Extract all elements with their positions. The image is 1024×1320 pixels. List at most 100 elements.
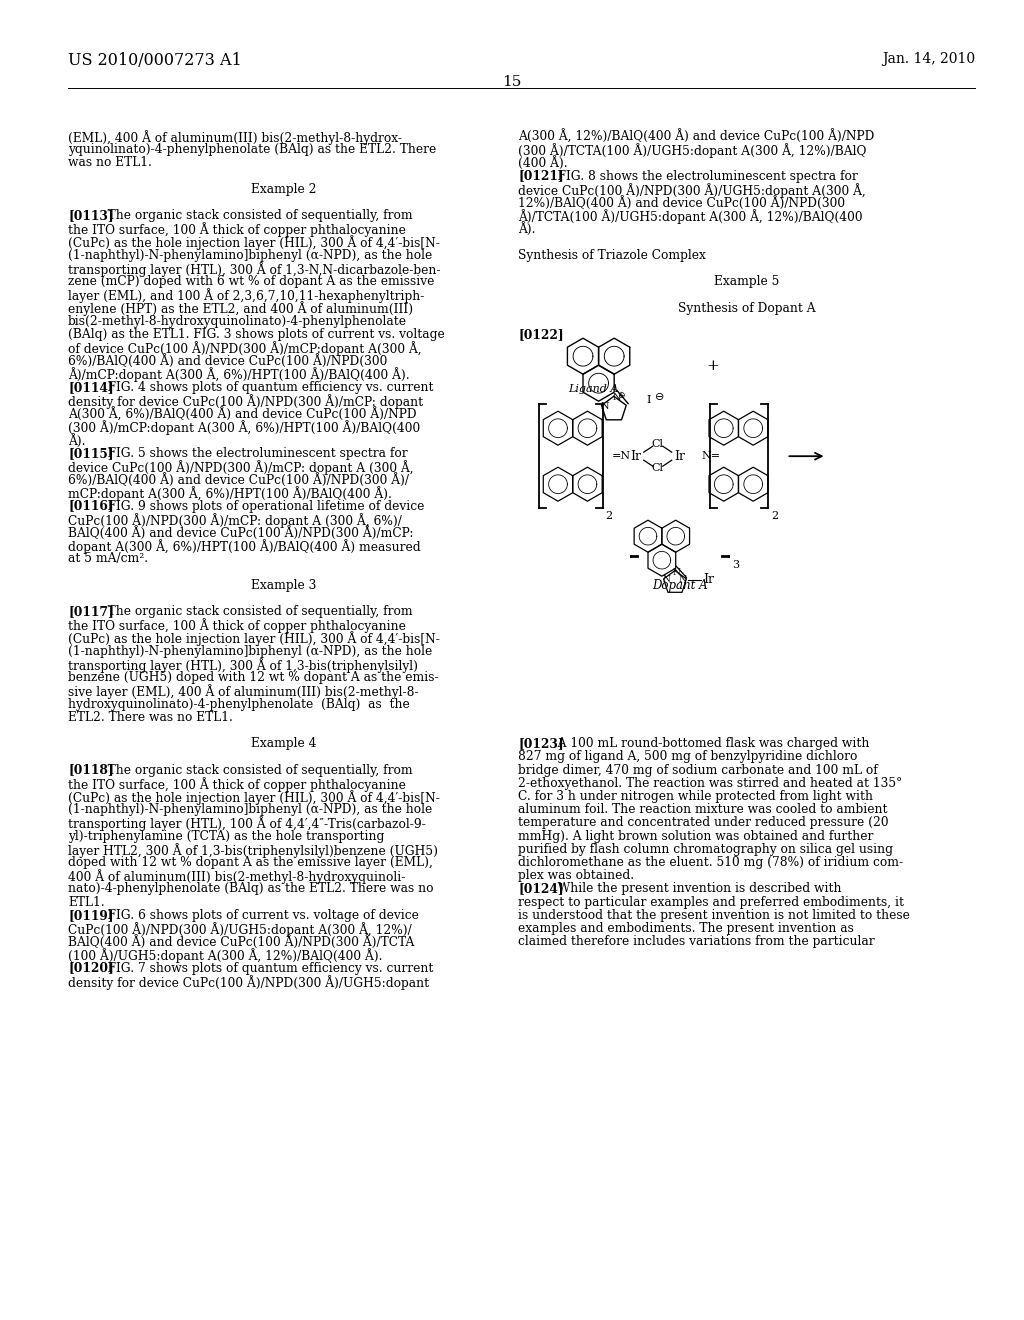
Text: layer HTL2, 300 Å of 1,3-bis(triphenylsilyl)benzene (UGH5): layer HTL2, 300 Å of 1,3-bis(triphenylsi… — [68, 842, 438, 858]
Text: Example 3: Example 3 — [251, 578, 316, 591]
Text: plex was obtained.: plex was obtained. — [518, 869, 634, 882]
Text: +: + — [707, 359, 720, 374]
Text: of device CuPc(100 Å)/NPD(300 Å)/mCP:dopant A(300 Å,: of device CuPc(100 Å)/NPD(300 Å)/mCP:dop… — [68, 341, 422, 356]
Text: =N: =N — [611, 451, 631, 461]
Text: examples and embodiments. The present invention as: examples and embodiments. The present in… — [518, 921, 854, 935]
Text: bis(2-methyl-8-hydroxyquinolinato)-4-phenylphenolate: bis(2-methyl-8-hydroxyquinolinato)-4-phe… — [68, 314, 407, 327]
Text: [0116]: [0116] — [68, 499, 114, 512]
Text: [0113]: [0113] — [68, 209, 114, 222]
Text: FIG. 6 shows plots of current vs. voltage of device: FIG. 6 shows plots of current vs. voltag… — [96, 908, 419, 921]
Text: yquinolinato)-4-phenylphenolate (BAlq) as the ETL2. There: yquinolinato)-4-phenylphenolate (BAlq) a… — [68, 143, 436, 156]
Text: The organic stack consisted of sequentially, from: The organic stack consisted of sequentia… — [96, 605, 413, 618]
Text: hydroxyquinolinato)-4-phenylphenolate  (BAlq)  as  the: hydroxyquinolinato)-4-phenylphenolate (B… — [68, 697, 410, 710]
Text: (CuPc) as the hole injection layer (HIL), 300 Å of 4,4′-bis[N-: (CuPc) as the hole injection layer (HIL)… — [68, 789, 440, 805]
Text: 12%)/BAlQ(400 Å) and device CuPc(100 Å)/NPD(300: 12%)/BAlQ(400 Å) and device CuPc(100 Å)/… — [518, 195, 845, 210]
Text: 827 mg of ligand A, 500 mg of benzylpyridine dichloro: 827 mg of ligand A, 500 mg of benzylpyri… — [518, 750, 857, 763]
Text: doped with 12 wt % dopant A as the emissive layer (EML),: doped with 12 wt % dopant A as the emiss… — [68, 855, 433, 869]
Text: The organic stack consisted of sequentially, from: The organic stack consisted of sequentia… — [96, 209, 413, 222]
Text: yl)-triphenylamine (TCTA) as the hole transporting: yl)-triphenylamine (TCTA) as the hole tr… — [68, 829, 384, 842]
Text: Ir: Ir — [674, 450, 685, 463]
Text: Jan. 14, 2010: Jan. 14, 2010 — [882, 51, 975, 66]
Text: Cl: Cl — [651, 463, 664, 473]
Text: C. for 3 h under nitrogen while protected from light with: C. for 3 h under nitrogen while protecte… — [518, 789, 873, 803]
Text: N: N — [679, 576, 687, 585]
Text: density for device CuPc(100 Å)/NPD(300 Å)/mCP: dopant: density for device CuPc(100 Å)/NPD(300 Å… — [68, 393, 423, 409]
Text: N: N — [663, 576, 671, 585]
Text: (CuPc) as the hole injection layer (HIL), 300 Å of 4,4′-bis[N-: (CuPc) as the hole injection layer (HIL)… — [68, 235, 440, 251]
Text: FIG. 4 shows plots of quantum efficiency vs. current: FIG. 4 shows plots of quantum efficiency… — [96, 380, 434, 393]
Text: zene (mCP) doped with 6 wt % of dopant A as the emissive: zene (mCP) doped with 6 wt % of dopant A… — [68, 275, 434, 288]
Text: 6%)/BAlQ(400 Å) and device CuPc(100 Å)/NPD(300 Å)/: 6%)/BAlQ(400 Å) and device CuPc(100 Å)/N… — [68, 473, 409, 487]
Text: [0123]: [0123] — [518, 737, 563, 750]
Text: bridge dimer, 470 mg of sodium carbonate and 100 mL of: bridge dimer, 470 mg of sodium carbonate… — [518, 763, 878, 776]
Text: I: I — [646, 395, 651, 405]
Text: (400 Å).: (400 Å). — [518, 156, 567, 170]
Text: (BAlq) as the ETL1. FIG. 3 shows plots of current vs. voltage: (BAlq) as the ETL1. FIG. 3 shows plots o… — [68, 327, 444, 341]
Text: the ITO surface, 100 Å thick of copper phthalocyanine: the ITO surface, 100 Å thick of copper p… — [68, 776, 406, 792]
Text: mmHg). A light brown solution was obtained and further: mmHg). A light brown solution was obtain… — [518, 829, 873, 842]
Text: [0119]: [0119] — [68, 908, 114, 921]
Text: 400 Å of aluminum(III) bis(2-methyl-8-hydroxyquinoli-: 400 Å of aluminum(III) bis(2-methyl-8-hy… — [68, 869, 406, 884]
Text: 3: 3 — [732, 560, 739, 570]
Text: (1-naphthyl)-N-phenylamino]biphenyl (α-NPD), as the hole: (1-naphthyl)-N-phenylamino]biphenyl (α-N… — [68, 248, 432, 261]
Text: While the present invention is described with: While the present invention is described… — [546, 882, 842, 895]
Text: (300 Å)/TCTA(100 Å)/UGH5:dopant A(300 Å, 12%)/BAlQ: (300 Å)/TCTA(100 Å)/UGH5:dopant A(300 Å,… — [518, 143, 866, 158]
Text: N=: N= — [701, 451, 721, 461]
Text: [0124]: [0124] — [518, 882, 563, 895]
Text: (100 Å)/UGH5:dopant A(300 Å, 12%)/BAlQ(400 Å).: (100 Å)/UGH5:dopant A(300 Å, 12%)/BAlQ(4… — [68, 948, 383, 964]
Text: dichloromethane as the eluent. 510 mg (78%) of iridium com-: dichloromethane as the eluent. 510 mg (7… — [518, 855, 903, 869]
Text: ETL1.: ETL1. — [68, 895, 104, 908]
Text: Ligand A: Ligand A — [568, 384, 618, 395]
Text: (300 Å)/mCP:dopant A(300 Å, 6%)/HPT(100 Å)/BAlQ(400: (300 Å)/mCP:dopant A(300 Å, 6%)/HPT(100 … — [68, 420, 420, 436]
Text: Å).: Å). — [68, 433, 85, 447]
Text: aluminum foil. The reaction mixture was cooled to ambient: aluminum foil. The reaction mixture was … — [518, 803, 888, 816]
Text: device CuPc(100 Å)/NPD(300 Å)/mCP: dopant A (300 Å,: device CuPc(100 Å)/NPD(300 Å)/mCP: dopan… — [68, 459, 414, 475]
Text: Ir: Ir — [703, 573, 715, 586]
Text: [0121]: [0121] — [518, 169, 563, 182]
Text: Cl: Cl — [651, 440, 664, 449]
Text: [0120]: [0120] — [68, 961, 114, 974]
Text: transporting layer (HTL), 100 Å of 4,4′,4″-Tris(carbazol-9-: transporting layer (HTL), 100 Å of 4,4′,… — [68, 816, 426, 832]
Text: mCP:dopant A(300 Å, 6%)/HPT(100 Å)/BAlQ(400 Å).: mCP:dopant A(300 Å, 6%)/HPT(100 Å)/BAlQ(… — [68, 486, 392, 502]
Text: 6%)/BAlQ(400 Å) and device CuPc(100 Å)/NPD(300: 6%)/BAlQ(400 Å) and device CuPc(100 Å)/N… — [68, 354, 387, 368]
Text: CuPc(100 Å)/NPD(300 Å)/mCP: dopant A (300 Å, 6%)/: CuPc(100 Å)/NPD(300 Å)/mCP: dopant A (30… — [68, 512, 401, 528]
Text: layer (EML), and 100 Å of 2,3,6,7,10,11-hexaphenyltriph-: layer (EML), and 100 Å of 2,3,6,7,10,11-… — [68, 288, 424, 304]
Text: Synthesis of Triazole Complex: Synthesis of Triazole Complex — [518, 248, 706, 261]
Text: [0114]: [0114] — [68, 380, 114, 393]
Text: the ITO surface, 100 Å thick of copper phthalocyanine: the ITO surface, 100 Å thick of copper p… — [68, 618, 406, 634]
Text: purified by flash column chromatography on silica gel using: purified by flash column chromatography … — [518, 842, 893, 855]
Text: density for device CuPc(100 Å)/NPD(300 Å)/UGH5:dopant: density for device CuPc(100 Å)/NPD(300 Å… — [68, 974, 429, 990]
Text: Å)/mCP:dopant A(300 Å, 6%)/HPT(100 Å)/BAlQ(400 Å).: Å)/mCP:dopant A(300 Å, 6%)/HPT(100 Å)/BA… — [68, 367, 410, 383]
Text: N: N — [600, 401, 609, 411]
Text: (1-naphthyl)-N-phenylamino]biphenyl (α-NPD), as the hole: (1-naphthyl)-N-phenylamino]biphenyl (α-N… — [68, 803, 432, 816]
Text: [0122]: [0122] — [518, 327, 563, 341]
Text: 15: 15 — [503, 75, 521, 88]
Text: device CuPc(100 Å)/NPD(300 Å)/UGH5:dopant A(300 Å,: device CuPc(100 Å)/NPD(300 Å)/UGH5:dopan… — [518, 182, 865, 198]
Text: dopant A(300 Å, 6%)/HPT(100 Å)/BAlQ(400 Å) measured: dopant A(300 Å, 6%)/HPT(100 Å)/BAlQ(400 … — [68, 539, 421, 554]
Text: the ITO surface, 100 Å thick of copper phthalocyanine: the ITO surface, 100 Å thick of copper p… — [68, 222, 406, 238]
Text: was no ETL1.: was no ETL1. — [68, 156, 152, 169]
Text: BAlQ(400 Å) and device CuPc(100 Å)/NPD(300 Å)/TCTA: BAlQ(400 Å) and device CuPc(100 Å)/NPD(3… — [68, 935, 415, 949]
Text: Synthesis of Dopant A: Synthesis of Dopant A — [678, 301, 815, 314]
Text: [0117]: [0117] — [68, 605, 114, 618]
Text: FIG. 7 shows plots of quantum efficiency vs. current: FIG. 7 shows plots of quantum efficiency… — [96, 961, 433, 974]
Text: ⊖: ⊖ — [655, 392, 665, 403]
Text: CuPc(100 Å)/NPD(300 Å)/UGH5:dopant A(300 Å, 12%)/: CuPc(100 Å)/NPD(300 Å)/UGH5:dopant A(300… — [68, 921, 412, 937]
Text: ⊕: ⊕ — [616, 391, 625, 400]
Text: Example 5: Example 5 — [714, 275, 779, 288]
Text: (1-naphthyl)-N-phenylamino]biphenyl (α-NPD), as the hole: (1-naphthyl)-N-phenylamino]biphenyl (α-N… — [68, 644, 432, 657]
Text: Example 4: Example 4 — [251, 737, 316, 750]
Text: A(300 Å, 6%)/BAlQ(400 Å) and device CuPc(100 Å)/NPD: A(300 Å, 6%)/BAlQ(400 Å) and device CuPc… — [68, 407, 417, 421]
Text: (EML), 400 Å of aluminum(III) bis(2-methyl-8-hydrox-: (EML), 400 Å of aluminum(III) bis(2-meth… — [68, 129, 402, 145]
Text: FIG. 5 shows the electroluminescent spectra for: FIG. 5 shows the electroluminescent spec… — [96, 446, 408, 459]
Text: [0118]: [0118] — [68, 763, 114, 776]
Text: (CuPc) as the hole injection layer (HIL), 300 Å of 4,4′-bis[N-: (CuPc) as the hole injection layer (HIL)… — [68, 631, 440, 647]
Text: A(300 Å, 12%)/BAlQ(400 Å) and device CuPc(100 Å)/NPD: A(300 Å, 12%)/BAlQ(400 Å) and device CuP… — [518, 129, 874, 144]
Text: Ir: Ir — [630, 450, 641, 463]
Text: enylene (HPT) as the ETL2, and 400 Å of aluminum(III): enylene (HPT) as the ETL2, and 400 Å of … — [68, 301, 413, 317]
Text: respect to particular examples and preferred embodiments, it: respect to particular examples and prefe… — [518, 895, 904, 908]
Text: 2: 2 — [606, 511, 613, 521]
Text: FIG. 8 shows the electroluminescent spectra for: FIG. 8 shows the electroluminescent spec… — [546, 169, 858, 182]
Text: FIG. 9 shows plots of operational lifetime of device: FIG. 9 shows plots of operational lifeti… — [96, 499, 425, 512]
Text: 2-ethoxyethanol. The reaction was stirred and heated at 135°: 2-ethoxyethanol. The reaction was stirre… — [518, 776, 902, 789]
